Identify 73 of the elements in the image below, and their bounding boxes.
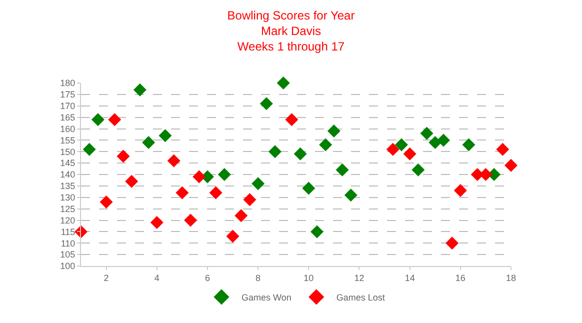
point (504, 158, 518, 172)
y-tick-label: 100 (60, 261, 76, 272)
point (252, 177, 265, 190)
point (386, 142, 400, 156)
point (327, 124, 340, 138)
y-tick-label: 120 (60, 215, 76, 226)
point (133, 83, 146, 96)
point (462, 138, 476, 152)
point (176, 186, 189, 200)
point (100, 195, 113, 208)
chart-title: Bowling Scores for Year (227, 8, 355, 22)
point (496, 142, 510, 156)
y-tick-label: 105 (60, 250, 76, 260)
y-tick-label: 110 (60, 238, 76, 248)
point (276, 76, 290, 90)
x-tick-label: 16 (455, 272, 466, 283)
point (454, 184, 467, 198)
point (209, 186, 222, 200)
x-tick-label: 14 (404, 272, 415, 283)
y-tick-label: 180 (60, 78, 76, 88)
point (446, 236, 459, 250)
x-tick-label: 4 (154, 272, 160, 283)
point (184, 214, 198, 227)
legend-label: Games Lost (336, 292, 386, 302)
point (420, 126, 434, 140)
point (260, 97, 273, 110)
point (436, 134, 450, 147)
x-tick-label: 2 (104, 272, 109, 283)
point (142, 136, 156, 149)
point (158, 129, 172, 142)
point (344, 188, 358, 202)
point (428, 136, 442, 149)
point (294, 147, 307, 160)
y-tick-label: 150 (60, 146, 76, 157)
point (218, 168, 231, 181)
point (412, 163, 425, 176)
y-tick-label: 115 (60, 226, 76, 237)
point (394, 138, 408, 152)
point (234, 209, 248, 222)
y-tick-label: 135 (60, 181, 76, 192)
point (167, 154, 180, 168)
point (319, 138, 332, 152)
legend-label: Games Won (242, 292, 292, 302)
y-tick-label: 130 (60, 192, 76, 203)
point (268, 145, 282, 158)
y-tick-label: 170 (60, 101, 76, 112)
point (192, 170, 206, 184)
y-tick-label: 165 (60, 112, 76, 122)
x-tick-label: 10 (304, 272, 314, 283)
point (310, 225, 324, 238)
x-tick-label: 6 (204, 272, 210, 283)
y-tick-label: 125 (60, 204, 76, 214)
y-tick-label: 160 (60, 124, 76, 134)
point (91, 113, 104, 126)
point (302, 182, 316, 195)
y-tick-label: 140 (60, 170, 76, 180)
point (116, 150, 130, 163)
x-tick-label: 18 (506, 272, 516, 283)
x-tick-label: 12 (354, 272, 364, 283)
point (403, 147, 416, 160)
point (226, 230, 240, 243)
point (150, 216, 164, 230)
y-tick-label: 155 (60, 135, 76, 146)
point (285, 113, 298, 126)
point (336, 163, 349, 176)
y-tick-label: 175 (60, 90, 76, 100)
x-tick-label: 8 (256, 272, 261, 283)
point (125, 174, 138, 188)
point (108, 113, 122, 126)
point (243, 193, 256, 206)
point (82, 142, 96, 156)
chart-subtitle: Mark Davis Weeks 1 through 17 (237, 24, 345, 54)
y-tick-label: 145 (60, 158, 76, 168)
